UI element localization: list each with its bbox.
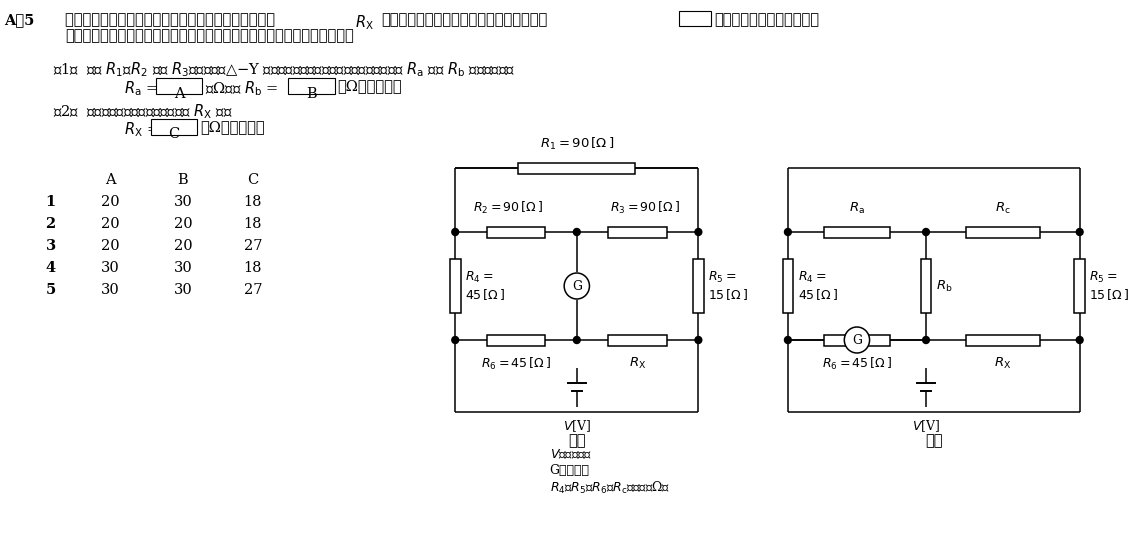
FancyBboxPatch shape: [288, 78, 335, 94]
Text: 20: 20: [101, 217, 119, 231]
Text: $R_\mathrm{a}$: $R_\mathrm{a}$: [849, 201, 865, 216]
FancyBboxPatch shape: [487, 335, 546, 345]
Text: 18: 18: [243, 261, 263, 275]
Text: $R_\mathrm{b}$: $R_\mathrm{b}$: [936, 279, 952, 294]
FancyBboxPatch shape: [449, 259, 461, 313]
Text: 図１: 図１: [568, 434, 585, 448]
Text: ＺΩ［となる。: ＺΩ［となる。: [200, 120, 265, 134]
Text: C: C: [169, 127, 180, 141]
Text: を求める過程について述べたものである。: を求める過程について述べたものである。: [381, 13, 548, 27]
Text: B: B: [178, 173, 188, 187]
Text: $R_\mathrm{a}$ =: $R_\mathrm{a}$ =: [123, 79, 157, 98]
Text: 20: 20: [173, 239, 192, 253]
Circle shape: [452, 336, 458, 343]
FancyBboxPatch shape: [608, 226, 667, 237]
Text: 5: 5: [45, 283, 55, 297]
Text: ＺΩ［となる。: ＺΩ［となる。: [337, 79, 402, 93]
Text: $R_5=$
$15\,[\Omega\,]$: $R_5=$ $15\,[\Omega\,]$: [1089, 270, 1130, 302]
Text: $R_2 = 90\,[\Omega\,]$: $R_2 = 90\,[\Omega\,]$: [473, 200, 543, 216]
Circle shape: [784, 336, 791, 343]
FancyBboxPatch shape: [966, 335, 1039, 345]
Text: G：検流計: G：検流計: [549, 464, 590, 477]
FancyBboxPatch shape: [679, 11, 711, 26]
Text: $R_4$、$R_5$、$R_6$、$R_\mathrm{c}$：抗抵ＺΩ［: $R_4$、$R_5$、$R_6$、$R_\mathrm{c}$：抗抵ＺΩ［: [549, 480, 670, 496]
Text: $R_\mathrm{X}$: $R_\mathrm{X}$: [629, 356, 646, 371]
Circle shape: [923, 336, 929, 343]
Text: $R_3 = 90\,[\Omega\,]$: $R_3 = 90\,[\Omega\,]$: [610, 200, 680, 216]
Text: 30: 30: [173, 261, 192, 275]
Text: 1: 1: [45, 195, 55, 209]
Text: $R_\mathrm{c}$: $R_\mathrm{c}$: [995, 201, 1011, 216]
Text: （2）  図２の回路が平衡しているので $R_\mathrm{X}$ は、: （2） 図２の回路が平衡しているので $R_\mathrm{X}$ は、: [53, 102, 233, 121]
FancyBboxPatch shape: [1074, 259, 1086, 313]
Text: B: B: [306, 87, 317, 101]
Text: 27: 27: [243, 239, 263, 253]
FancyBboxPatch shape: [824, 335, 890, 345]
Text: 30: 30: [101, 261, 119, 275]
Text: G: G: [852, 334, 861, 346]
Text: $V$[V]: $V$[V]: [563, 418, 591, 434]
Circle shape: [1077, 229, 1083, 236]
Text: ＺΩ［、 $R_\mathrm{b}$ =: ＺΩ［、 $R_\mathrm{b}$ =: [205, 79, 278, 98]
Text: $R_4=$
$45\,[\Omega\,]$: $R_4=$ $45\,[\Omega\,]$: [465, 270, 505, 302]
Text: い組合せを下の番号から選べ。ただし、回路は平衡しているものとする。: い組合せを下の番号から選べ。ただし、回路は平衡しているものとする。: [66, 29, 354, 43]
Circle shape: [452, 229, 458, 236]
Text: $R_6 = 45\,[\Omega\,]$: $R_6 = 45\,[\Omega\,]$: [481, 356, 551, 372]
Text: 2: 2: [45, 217, 55, 231]
Circle shape: [695, 336, 702, 343]
Text: $R_6 = 45\,[\Omega\,]$: $R_6 = 45\,[\Omega\,]$: [822, 356, 892, 372]
FancyBboxPatch shape: [155, 78, 203, 94]
Text: $R_\mathrm{X}$: $R_\mathrm{X}$: [994, 356, 1012, 371]
Text: G: G: [572, 280, 582, 293]
Text: 30: 30: [173, 195, 192, 209]
Text: C: C: [247, 173, 258, 187]
Text: $R_\mathrm{X}$: $R_\mathrm{X}$: [355, 13, 374, 32]
Text: 次の記述は、図１に示すブリッジ回路によって、抗抵: 次の記述は、図１に示すブリッジ回路によって、抗抵: [66, 13, 280, 27]
Text: 20: 20: [101, 239, 119, 253]
FancyBboxPatch shape: [608, 335, 667, 345]
Text: 4: 4: [45, 261, 55, 275]
Text: A－5: A－5: [3, 13, 34, 27]
Circle shape: [784, 229, 791, 236]
Text: 20: 20: [173, 217, 192, 231]
Circle shape: [574, 336, 581, 343]
Text: $R_\mathrm{X}$ =: $R_\mathrm{X}$ =: [123, 120, 158, 139]
Circle shape: [1077, 336, 1083, 343]
FancyBboxPatch shape: [782, 259, 794, 313]
Circle shape: [574, 229, 581, 236]
FancyBboxPatch shape: [151, 119, 197, 135]
Circle shape: [564, 273, 590, 299]
FancyBboxPatch shape: [518, 162, 635, 173]
Text: A: A: [173, 87, 185, 101]
Text: $V$：直流電圧: $V$：直流電圧: [549, 448, 592, 461]
Text: 27: 27: [243, 283, 263, 297]
Circle shape: [844, 327, 869, 353]
Circle shape: [923, 229, 929, 236]
Text: 図２: 図２: [925, 434, 943, 448]
Circle shape: [695, 229, 702, 236]
Text: 18: 18: [243, 195, 263, 209]
Text: 18: 18: [243, 217, 263, 231]
Text: $R_5=$
$15\,[\Omega\,]$: $R_5=$ $15\,[\Omega\,]$: [709, 270, 748, 302]
Text: 3: 3: [45, 239, 55, 253]
Text: 30: 30: [101, 283, 119, 297]
Text: 20: 20: [101, 195, 119, 209]
FancyBboxPatch shape: [487, 226, 546, 237]
Text: （1）  抗抵 $R_1$、$R_2$ 及び $R_3$の部分を、△−Y 変換した回路を図２とすると、図２の抗抵 $R_\mathrm{a}$ 及び $R_\m: （1） 抗抵 $R_1$、$R_2$ 及び $R_3$の部分を、△−Y 変換した…: [53, 60, 515, 79]
Text: A: A: [104, 173, 115, 187]
Text: 30: 30: [173, 283, 192, 297]
Text: $V$[V]: $V$[V]: [912, 418, 940, 434]
FancyBboxPatch shape: [824, 226, 890, 237]
Text: 内に入れるべき字句の正し: 内に入れるべき字句の正し: [714, 13, 818, 27]
FancyBboxPatch shape: [966, 226, 1039, 237]
FancyBboxPatch shape: [693, 259, 704, 313]
Text: $R_4=$
$45\,[\Omega\,]$: $R_4=$ $45\,[\Omega\,]$: [798, 270, 838, 302]
FancyBboxPatch shape: [920, 259, 932, 313]
Text: $R_1 = 90\,[\Omega\,]$: $R_1 = 90\,[\Omega\,]$: [540, 136, 614, 152]
